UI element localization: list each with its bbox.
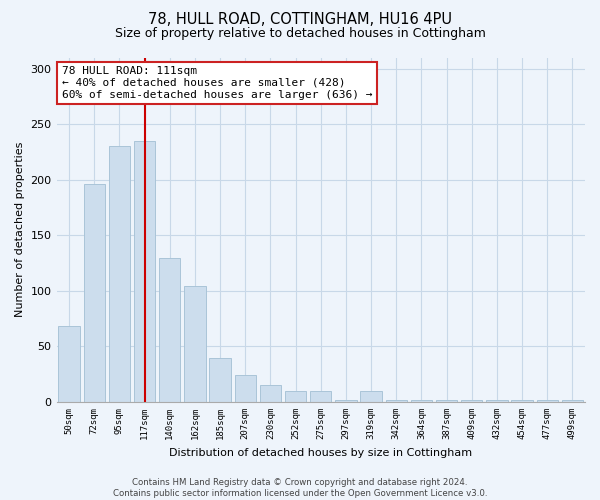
Bar — [58, 326, 80, 402]
Bar — [209, 358, 231, 402]
Bar — [562, 400, 583, 402]
Bar — [184, 286, 206, 402]
Bar — [260, 386, 281, 402]
Text: 78, HULL ROAD, COTTINGHAM, HU16 4PU: 78, HULL ROAD, COTTINGHAM, HU16 4PU — [148, 12, 452, 28]
Bar — [361, 391, 382, 402]
Bar — [486, 400, 508, 402]
Text: 78 HULL ROAD: 111sqm
← 40% of detached houses are smaller (428)
60% of semi-deta: 78 HULL ROAD: 111sqm ← 40% of detached h… — [62, 66, 372, 100]
Y-axis label: Number of detached properties: Number of detached properties — [15, 142, 25, 318]
Bar — [159, 258, 181, 402]
Bar — [436, 400, 457, 402]
Bar — [511, 400, 533, 402]
Bar — [235, 376, 256, 402]
Bar — [83, 184, 105, 402]
Bar — [536, 400, 558, 402]
Bar — [285, 391, 307, 402]
Bar — [386, 400, 407, 402]
X-axis label: Distribution of detached houses by size in Cottingham: Distribution of detached houses by size … — [169, 448, 472, 458]
Bar — [134, 141, 155, 402]
Text: Contains HM Land Registry data © Crown copyright and database right 2024.
Contai: Contains HM Land Registry data © Crown c… — [113, 478, 487, 498]
Bar — [335, 400, 356, 402]
Bar — [411, 400, 432, 402]
Bar — [461, 400, 482, 402]
Bar — [109, 146, 130, 402]
Text: Size of property relative to detached houses in Cottingham: Size of property relative to detached ho… — [115, 28, 485, 40]
Bar — [310, 391, 331, 402]
